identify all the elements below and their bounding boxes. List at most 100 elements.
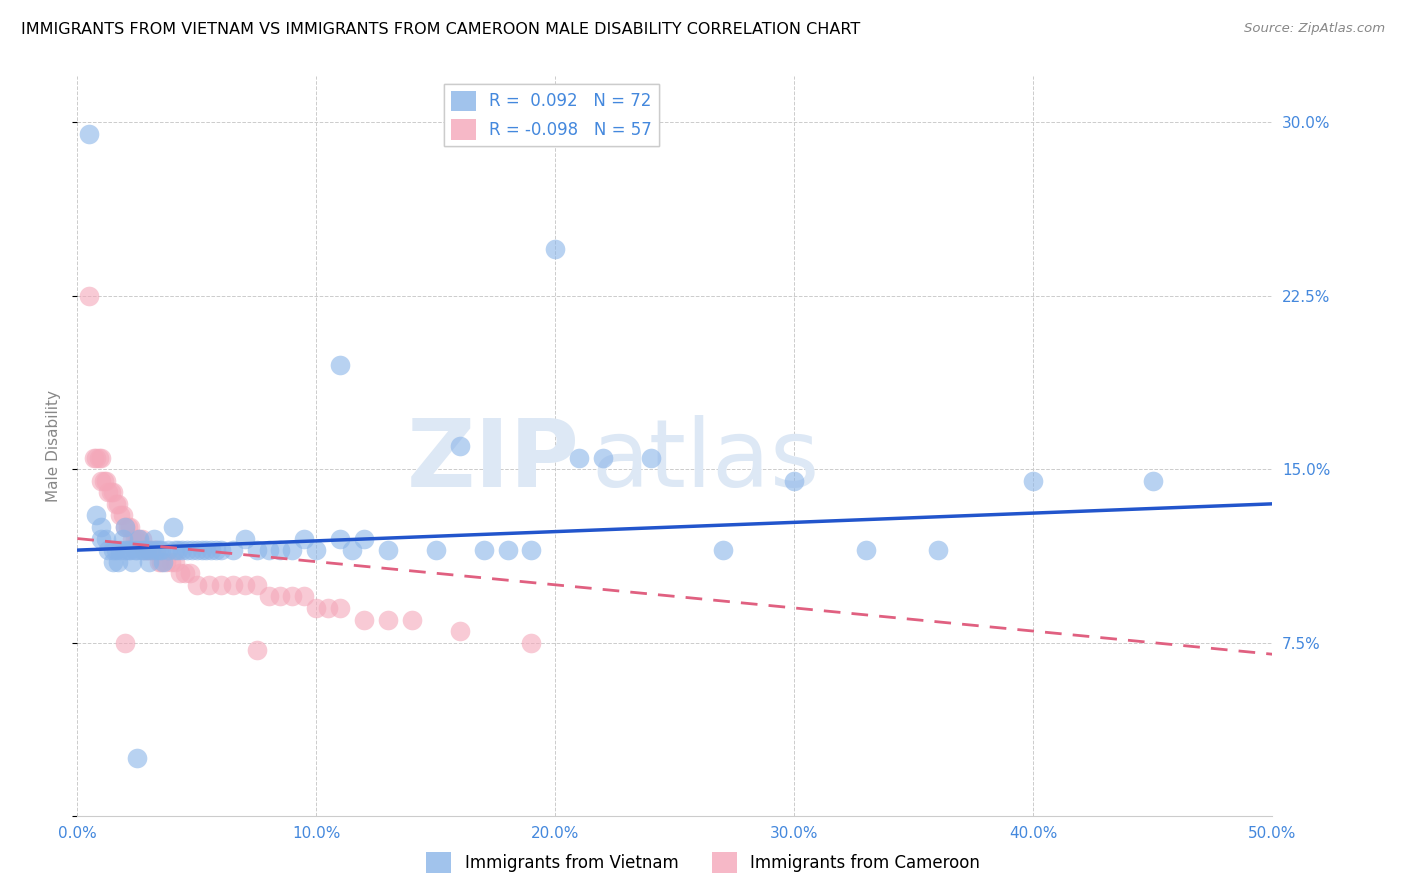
Point bbox=[141, 543, 163, 558]
Point bbox=[246, 578, 269, 592]
Point bbox=[142, 532, 165, 546]
Point bbox=[257, 543, 280, 558]
Point bbox=[640, 450, 662, 465]
Point bbox=[100, 485, 122, 500]
Point bbox=[128, 532, 150, 546]
Point bbox=[172, 543, 194, 558]
Point bbox=[138, 555, 160, 569]
Point bbox=[114, 543, 136, 558]
Point bbox=[86, 508, 108, 523]
Legend: R =  0.092   N = 72, R = -0.098   N = 57: R = 0.092 N = 72, R = -0.098 N = 57 bbox=[444, 84, 658, 146]
Point bbox=[127, 543, 149, 558]
Point bbox=[134, 543, 156, 558]
Point bbox=[94, 474, 117, 488]
Point bbox=[97, 485, 120, 500]
Point bbox=[118, 543, 141, 558]
Y-axis label: Male Disability: Male Disability bbox=[46, 390, 62, 502]
Point bbox=[305, 601, 328, 615]
Point bbox=[353, 613, 375, 627]
Point bbox=[281, 543, 304, 558]
Point bbox=[145, 543, 167, 558]
Point bbox=[329, 532, 352, 546]
Point bbox=[150, 543, 173, 558]
Point bbox=[128, 532, 150, 546]
Point bbox=[186, 543, 208, 558]
Point bbox=[377, 543, 399, 558]
Point bbox=[135, 543, 157, 558]
Point bbox=[165, 555, 187, 569]
Point bbox=[174, 566, 197, 581]
Point bbox=[318, 601, 340, 615]
Point bbox=[104, 543, 127, 558]
Point bbox=[138, 543, 160, 558]
Point bbox=[472, 543, 495, 558]
Text: ZIP: ZIP bbox=[406, 415, 579, 507]
Point bbox=[342, 543, 364, 558]
Point bbox=[141, 543, 163, 558]
Point bbox=[197, 578, 219, 592]
Point bbox=[124, 543, 146, 558]
Point bbox=[783, 474, 806, 488]
Point bbox=[111, 532, 134, 546]
Point bbox=[176, 543, 198, 558]
Point bbox=[114, 635, 136, 649]
Point bbox=[209, 578, 232, 592]
Point bbox=[181, 543, 204, 558]
Point bbox=[233, 532, 256, 546]
Point bbox=[496, 543, 519, 558]
Point bbox=[103, 543, 124, 558]
Point bbox=[117, 543, 139, 558]
Point bbox=[292, 532, 315, 546]
Point bbox=[449, 439, 471, 453]
Point bbox=[200, 543, 222, 558]
Point bbox=[449, 624, 471, 639]
Point bbox=[425, 543, 447, 558]
Point bbox=[148, 555, 170, 569]
Point bbox=[90, 474, 112, 488]
Point bbox=[150, 555, 173, 569]
Point bbox=[83, 450, 105, 465]
Point bbox=[110, 543, 132, 558]
Point bbox=[592, 450, 614, 465]
Point bbox=[927, 543, 949, 558]
Point bbox=[329, 601, 352, 615]
Point bbox=[246, 642, 269, 657]
Point bbox=[142, 543, 165, 558]
Point bbox=[195, 543, 218, 558]
Point bbox=[186, 578, 208, 592]
Point bbox=[127, 532, 149, 546]
Point bbox=[79, 127, 101, 141]
Point bbox=[544, 243, 567, 257]
Point bbox=[103, 555, 124, 569]
Point bbox=[118, 520, 141, 534]
Point bbox=[270, 543, 292, 558]
Point bbox=[94, 532, 117, 546]
Point bbox=[855, 543, 877, 558]
Point bbox=[270, 590, 292, 604]
Point bbox=[209, 543, 232, 558]
Point bbox=[86, 450, 108, 465]
Point bbox=[222, 578, 245, 592]
Point bbox=[93, 474, 115, 488]
Point bbox=[155, 555, 177, 569]
Point bbox=[353, 532, 375, 546]
Point bbox=[190, 543, 212, 558]
Point bbox=[114, 520, 136, 534]
Point bbox=[159, 555, 181, 569]
Point bbox=[104, 497, 127, 511]
Point bbox=[121, 532, 143, 546]
Point bbox=[111, 508, 134, 523]
Point bbox=[179, 566, 201, 581]
Point bbox=[305, 543, 328, 558]
Point bbox=[97, 543, 120, 558]
Point bbox=[1142, 474, 1164, 488]
Point bbox=[107, 497, 129, 511]
Point bbox=[169, 566, 191, 581]
Point bbox=[131, 532, 153, 546]
Point bbox=[257, 590, 280, 604]
Point bbox=[152, 555, 174, 569]
Point bbox=[124, 532, 146, 546]
Point bbox=[1022, 474, 1045, 488]
Point bbox=[162, 520, 184, 534]
Point bbox=[711, 543, 734, 558]
